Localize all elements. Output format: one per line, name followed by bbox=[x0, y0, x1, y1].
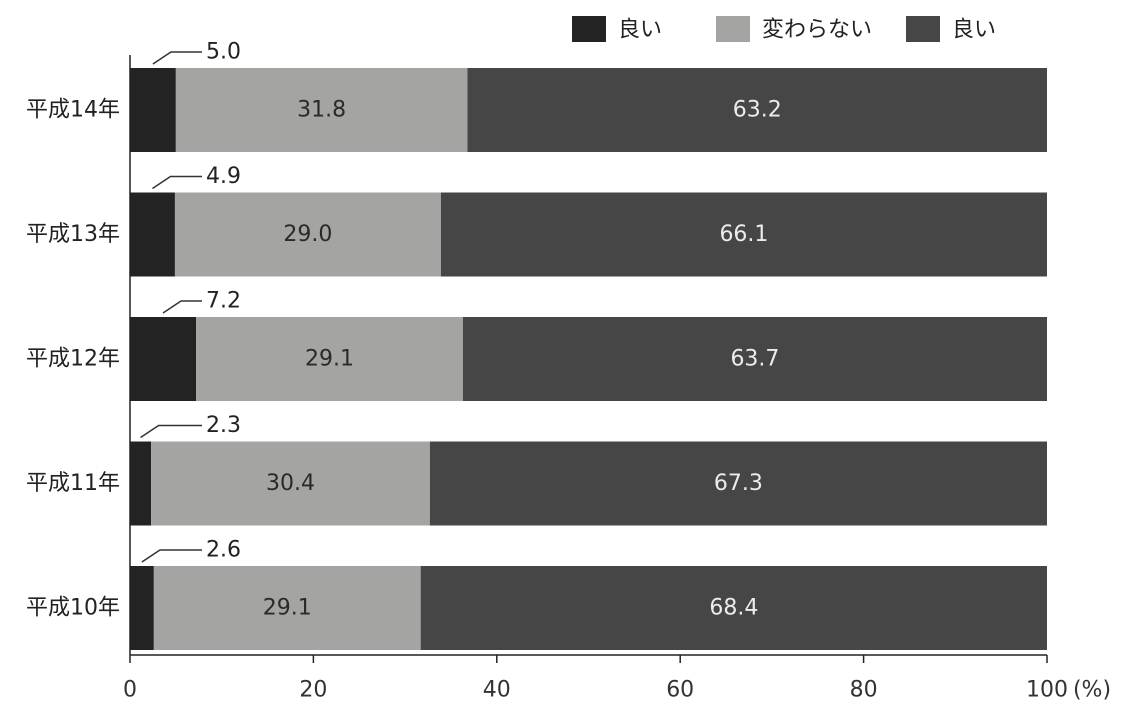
bar-segment bbox=[429, 441, 1047, 526]
bar-segment bbox=[151, 441, 430, 526]
legend-label: 良い bbox=[618, 18, 662, 43]
value-label: 5.0 bbox=[206, 40, 241, 65]
callout-leader bbox=[140, 424, 202, 439]
x-tick-label: 60 bbox=[666, 678, 694, 703]
bar-segment bbox=[420, 566, 1048, 650]
x-axis-unit: (%) bbox=[1073, 678, 1111, 703]
legend-label: 変わらない bbox=[762, 18, 872, 43]
value-label: 29.0 bbox=[283, 222, 332, 247]
value-label: 7.2 bbox=[206, 289, 241, 314]
value-label: 31.8 bbox=[297, 98, 346, 123]
legend-swatch bbox=[906, 16, 940, 42]
x-tick-label: 80 bbox=[850, 678, 878, 703]
bar-segment bbox=[130, 317, 197, 401]
x-tick-label: 20 bbox=[299, 678, 327, 703]
bar-segment bbox=[196, 317, 463, 401]
value-label: 67.3 bbox=[714, 471, 763, 496]
legend-label: 良い bbox=[952, 18, 996, 43]
value-label: 29.1 bbox=[305, 347, 354, 372]
x-tick-label: 40 bbox=[483, 678, 511, 703]
category-label: 平成12年 bbox=[26, 347, 120, 372]
callout-leader bbox=[141, 549, 202, 563]
value-label: 66.1 bbox=[719, 222, 768, 247]
bar-segment bbox=[130, 566, 154, 650]
value-label: 30.4 bbox=[266, 471, 315, 496]
value-label: 2.3 bbox=[206, 413, 241, 438]
category-label: 平成14年 bbox=[26, 98, 120, 123]
bar-segment bbox=[175, 68, 468, 152]
bar-segment bbox=[174, 192, 441, 277]
category-label: 平成10年 bbox=[26, 596, 120, 621]
bar-segment bbox=[440, 192, 1047, 277]
category-label: 平成13年 bbox=[26, 222, 120, 247]
value-label: 63.2 bbox=[733, 98, 782, 123]
value-label: 29.1 bbox=[263, 596, 312, 621]
callout-leader bbox=[152, 51, 202, 65]
value-label: 4.9 bbox=[206, 164, 241, 189]
value-label: 68.4 bbox=[709, 596, 758, 621]
bar-segment bbox=[130, 441, 152, 526]
bar-segment bbox=[130, 192, 175, 277]
value-label: 63.7 bbox=[730, 347, 779, 372]
bar-segment bbox=[130, 68, 176, 152]
callout-leader bbox=[152, 175, 202, 190]
bar-segment bbox=[467, 68, 1047, 152]
value-label: 2.6 bbox=[206, 538, 241, 563]
x-tick-label: 0 bbox=[123, 678, 137, 703]
legend-swatch bbox=[572, 16, 606, 42]
callout-leader bbox=[162, 300, 202, 314]
category-label: 平成11年 bbox=[26, 471, 120, 496]
x-tick-label: 100 bbox=[1026, 678, 1068, 703]
legend-swatch bbox=[716, 16, 750, 42]
bar-segment bbox=[462, 317, 1048, 401]
bar-segment bbox=[153, 566, 421, 650]
